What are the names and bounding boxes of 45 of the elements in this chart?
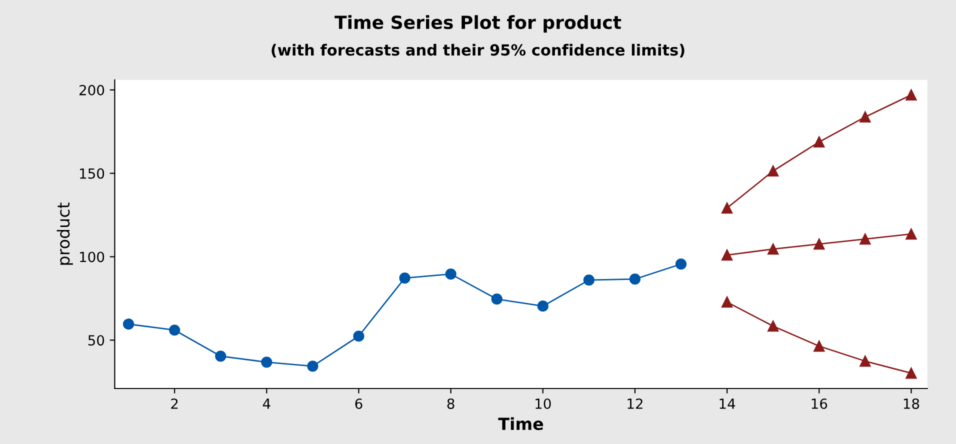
chart-subtitle: (with forecasts and their 95% confidence limits) — [272, 44, 684, 58]
point — [307, 360, 318, 372]
point — [860, 233, 871, 245]
x-tick-label: 4 — [262, 398, 270, 409]
x-tick-label: 12 — [628, 398, 642, 409]
point — [906, 228, 917, 240]
y-axis-title: product — [56, 202, 73, 265]
point — [814, 136, 825, 148]
point — [814, 238, 825, 250]
point — [399, 272, 410, 284]
point — [491, 294, 502, 305]
x-tick-label: 8 — [447, 398, 454, 409]
y-tick-label: 50 — [88, 335, 104, 346]
point — [768, 165, 779, 177]
point — [814, 340, 825, 352]
x-tick-label: 2 — [171, 398, 178, 409]
x-tick-label: 14 — [720, 398, 736, 409]
x-tick-label: 16 — [812, 398, 828, 409]
point — [629, 274, 641, 285]
point — [860, 111, 871, 123]
point — [675, 258, 687, 270]
point — [721, 296, 733, 308]
point — [215, 350, 226, 362]
point — [353, 330, 364, 342]
chart-title: Time Series Plot for product — [334, 15, 622, 33]
x-tick-label: 6 — [355, 398, 362, 409]
point — [583, 274, 594, 286]
y-tick-label: 100 — [80, 252, 104, 262]
point — [721, 250, 733, 261]
point — [860, 356, 871, 367]
point — [169, 324, 180, 336]
point — [261, 356, 272, 368]
y-tick-label: 200 — [80, 84, 104, 96]
point — [721, 202, 733, 214]
point — [906, 368, 917, 379]
point — [445, 268, 456, 280]
point — [122, 318, 134, 330]
x-tick-label: 18 — [904, 398, 920, 409]
point — [768, 244, 779, 255]
x-axis-title: Time — [498, 417, 544, 430]
point — [906, 89, 917, 100]
y-tick-label: 150 — [80, 168, 104, 179]
x-tick-label: 10 — [536, 398, 551, 409]
point — [537, 300, 548, 312]
point — [768, 320, 779, 332]
